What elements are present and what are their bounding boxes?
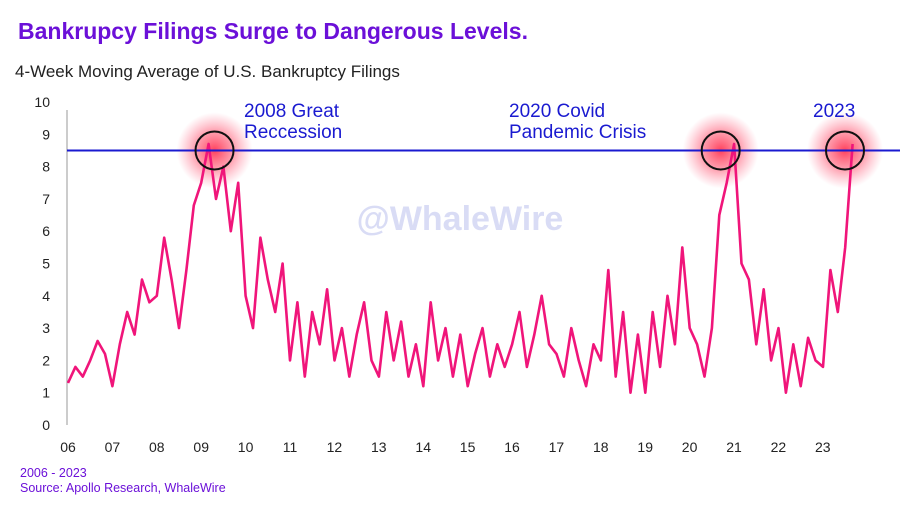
watermark: @WhaleWire [357,200,564,238]
chart-subtitle: 4-Week Moving Average of U.S. Bankruptcy… [15,62,400,81]
y-tick-label: 7 [42,191,50,207]
y-tick-label: 9 [42,126,50,142]
x-tick-label: 10 [238,439,254,455]
annotation-2023: 2023 [813,101,855,122]
x-tick-label: 17 [549,439,565,455]
y-tick-label: 2 [42,352,50,368]
y-tick-label: 5 [42,256,50,272]
y-tick-label: 8 [42,159,50,175]
annotation-2020-line1: 2020 Covid [509,101,605,122]
highlight-circle [700,130,741,171]
annotation-2020-line2: Pandemic Crisis [509,122,646,143]
x-tick-label: 09 [193,439,209,455]
x-tick-label: 16 [504,439,520,455]
x-tick-label: 12 [327,439,343,455]
x-tick-label: 06 [60,439,76,455]
x-tick-label: 22 [771,439,787,455]
x-tick-label: 18 [593,439,609,455]
footer-source: Source: Apollo Research, WhaleWire [20,481,226,495]
y-tick-label: 10 [34,94,50,110]
x-tick-label: 15 [460,439,476,455]
y-tick-label: 3 [42,320,50,336]
x-tick-label: 13 [371,439,387,455]
highlight-circle [194,130,235,171]
y-tick-label: 1 [42,385,50,401]
series-line [66,142,854,395]
y-tick-label: 0 [42,417,50,433]
x-tick-label: 14 [415,439,431,455]
annotation-2008-line1: 2008 Great [244,101,340,122]
footer-period: 2006 - 2023 [20,466,87,480]
x-tick-label: 07 [105,439,121,455]
x-tick-label: 11 [283,439,298,455]
chart-title: Bankrupcy Filings Surge to Dangerous Lev… [18,18,528,44]
x-tick-label: 08 [149,439,165,455]
y-tick-label: 6 [42,223,50,239]
y-tick-label: 4 [42,288,50,304]
x-tick-label: 23 [815,439,831,455]
x-tick-label: 21 [726,439,742,455]
highlight-circle [825,130,865,171]
annotation-2008-line2: Reccession [244,122,342,143]
x-tick-label: 20 [682,439,698,455]
x-tick-label: 19 [637,439,653,455]
